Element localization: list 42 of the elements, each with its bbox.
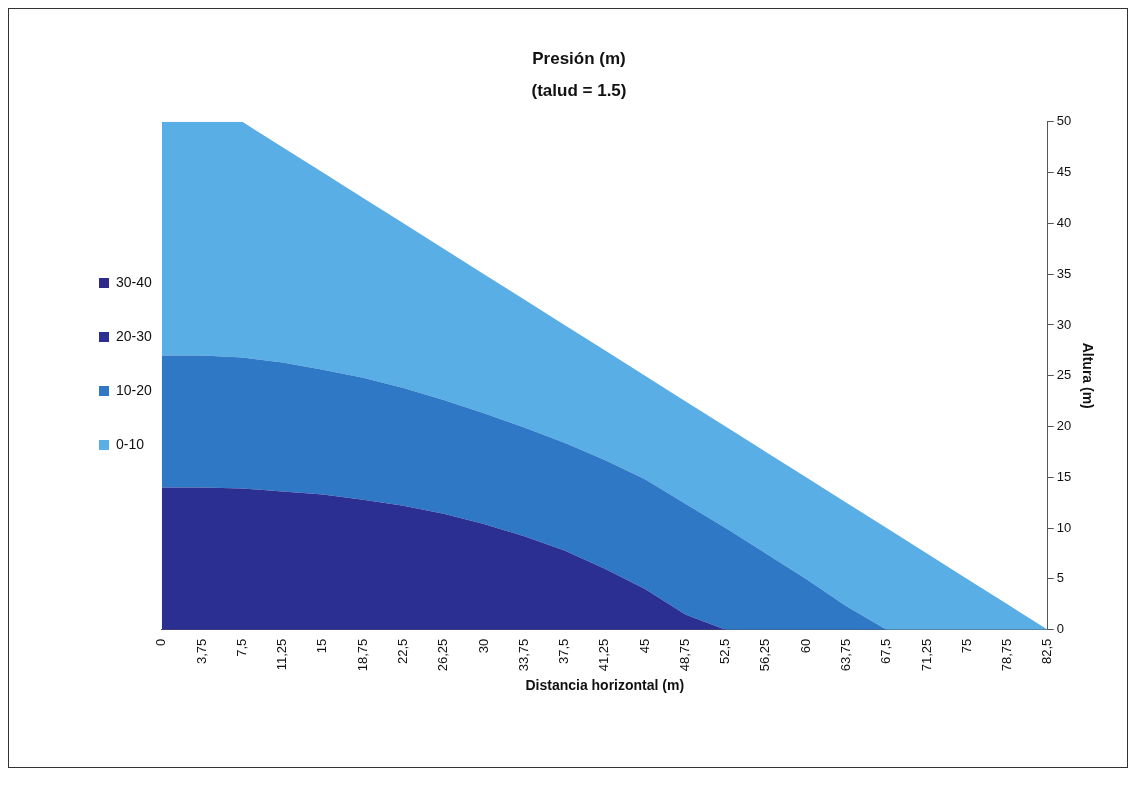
y-tick-label: 40: [1056, 214, 1072, 230]
x-tick-label: 75: [958, 638, 974, 654]
x-axis-title: Distancia horizontal (m): [525, 677, 685, 694]
y-tick-label: 0: [1056, 621, 1064, 637]
y-tick-label: 15: [1056, 468, 1072, 484]
x-tick-label: 52,5: [717, 638, 733, 664]
legend-label: 20-30: [116, 327, 153, 344]
chart-subtitle: (talud = 1.5): [531, 81, 627, 101]
y-tick-label: 20: [1056, 418, 1072, 434]
y-tick-label: 25: [1056, 367, 1072, 383]
legend-label: 10-20: [116, 381, 153, 398]
chart-title: Presión (m): [532, 48, 626, 68]
x-tick-label: 26,25: [435, 638, 451, 672]
x-tick-label: 3,75: [193, 638, 209, 664]
x-tick-label: 37,5: [556, 638, 572, 664]
x-tick-label: 48,75: [676, 638, 692, 672]
x-tick-label: 60: [797, 638, 813, 654]
y-tick-label: 5: [1056, 570, 1064, 586]
legend-label: 30-40: [116, 273, 153, 290]
x-tick-label: 18,75: [354, 638, 370, 672]
x-tick-label: 22,5: [395, 638, 410, 664]
x-tick-label: 82,5: [1039, 638, 1055, 664]
y-tick-label: 30: [1056, 316, 1072, 332]
x-tick-label: 33,75: [515, 638, 531, 672]
legend-label: 0-10: [116, 435, 145, 452]
x-tick-label: 11,25: [274, 638, 290, 671]
x-tick-label: 30: [475, 638, 491, 654]
x-tick-label: 67,5: [878, 638, 894, 664]
y-tick-label: 35: [1056, 265, 1072, 281]
x-tick-label: 45: [636, 638, 652, 654]
x-tick-label: 7,5: [233, 638, 249, 657]
y-tick-label: 45: [1056, 164, 1072, 180]
y-tick-label: 50: [1056, 113, 1072, 129]
y-tick-label: 10: [1056, 519, 1072, 535]
x-tick-label: 15: [314, 638, 330, 654]
x-tick-label: 63,75: [837, 638, 853, 672]
x-tick-label: 71,25: [918, 638, 934, 672]
y-axis-title: Altura (m): [1079, 342, 1096, 409]
x-tick-label: 78,75: [999, 638, 1015, 672]
x-tick-label: 41,25: [596, 638, 612, 672]
x-tick-label: 0: [153, 638, 169, 646]
x-tick-label: 56,25: [757, 638, 773, 672]
